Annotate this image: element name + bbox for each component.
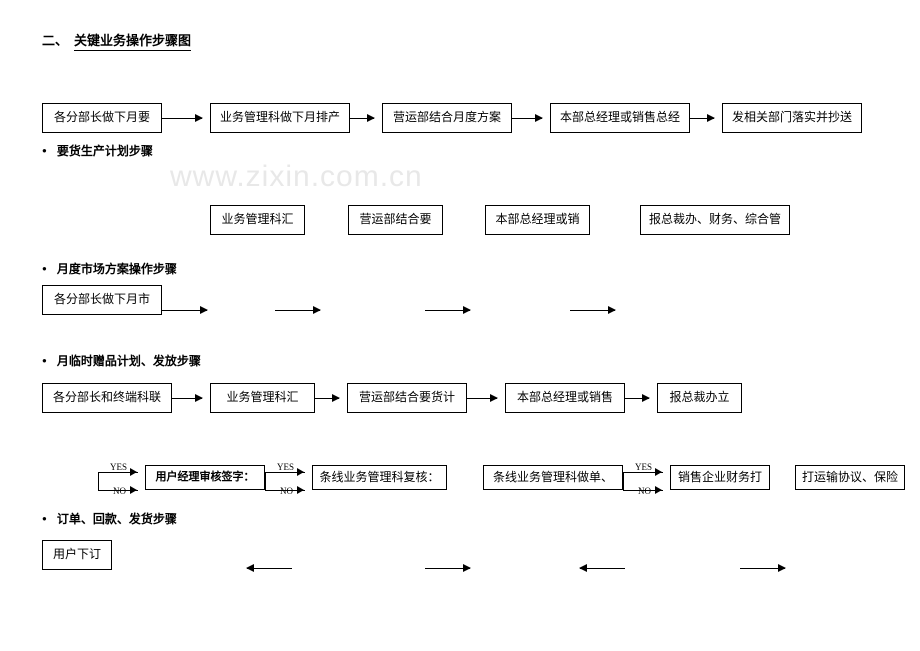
box-r4-5: 报总裁办立 bbox=[657, 383, 742, 413]
arrow-r4-2 bbox=[315, 398, 339, 399]
arrow-r6-4 bbox=[740, 568, 785, 569]
box-r2-3: 本部总经理或销 bbox=[485, 205, 590, 235]
box-r4-4: 本部总经理或销售 bbox=[505, 383, 625, 413]
box-r4-3: 营运部结合要货计 bbox=[347, 383, 467, 413]
box-r5-4: 销售企业财务打 bbox=[670, 465, 770, 490]
box-r4-2: 业务管理科汇 bbox=[210, 383, 315, 413]
arrow-r1-4 bbox=[690, 118, 714, 119]
arrow-r4-3 bbox=[467, 398, 497, 399]
yes-label-1: YES bbox=[110, 462, 127, 472]
box-r5-2: 条线业务管理科复核： bbox=[312, 465, 447, 490]
arrow-r6-2 bbox=[425, 568, 470, 569]
title-prefix: 二、 bbox=[42, 30, 68, 49]
arrow-r1-1 bbox=[162, 118, 202, 119]
section-3-label: 月临时赠品计划、发放步骤 bbox=[42, 352, 201, 369]
box-r1-1: 各分部长做下月要 bbox=[42, 103, 162, 133]
box-r3-1: 各分部长做下月市 bbox=[42, 285, 162, 315]
box-r2-1: 业务管理科汇 bbox=[210, 205, 305, 235]
title-text: 关键业务操作步骤图 bbox=[74, 30, 191, 51]
box-r5-3: 条线业务管理科做单、 bbox=[483, 465, 623, 490]
box-r1-5: 发相关部门落实并抄送 bbox=[722, 103, 862, 133]
box-r2-4: 报总裁办、财务、综合管 bbox=[640, 205, 790, 235]
no-label-3: NO bbox=[638, 486, 651, 496]
box-r1-4: 本部总经理或销售总经 bbox=[550, 103, 690, 133]
yes-label-2: YES bbox=[277, 462, 294, 472]
section-2-label: 月度市场方案操作步骤 bbox=[42, 260, 177, 277]
section-4-label: 订单、回款、发货步骤 bbox=[42, 510, 177, 527]
section-1-label: 要货生产计划步骤 bbox=[42, 142, 153, 159]
box-r4-1: 各分部长和终端科联 bbox=[42, 383, 172, 413]
box-r1-2: 业务管理科做下月排产 bbox=[210, 103, 350, 133]
arrow-r3-1 bbox=[162, 310, 207, 311]
no-label-1: NO bbox=[113, 486, 126, 496]
box-r1-3: 营运部结合月度方案 bbox=[382, 103, 512, 133]
box-r5-1: 用户经理审核签字： bbox=[145, 465, 265, 490]
yes-label-3: YES bbox=[635, 462, 652, 472]
page-title: 二、 关键业务操作步骤图 bbox=[42, 30, 191, 51]
arrow-r4-1 bbox=[172, 398, 202, 399]
watermark: www.zixin.com.cn bbox=[170, 160, 423, 194]
arrow-r1-3 bbox=[512, 118, 542, 119]
arrow-r3-2 bbox=[275, 310, 320, 311]
arrow-r4-4 bbox=[625, 398, 649, 399]
arrow-r6-3 bbox=[580, 568, 625, 569]
no-label-2: NO bbox=[280, 486, 293, 496]
arrow-r6-1 bbox=[247, 568, 292, 569]
box-r2-2: 营运部结合要 bbox=[348, 205, 443, 235]
arrow-r1-2 bbox=[350, 118, 374, 119]
arrow-r3-4 bbox=[570, 310, 615, 311]
box-r6-1: 用户下订 bbox=[42, 540, 112, 570]
box-r5-5: 打运输协议、保险 bbox=[795, 465, 905, 490]
arrow-r3-3 bbox=[425, 310, 470, 311]
